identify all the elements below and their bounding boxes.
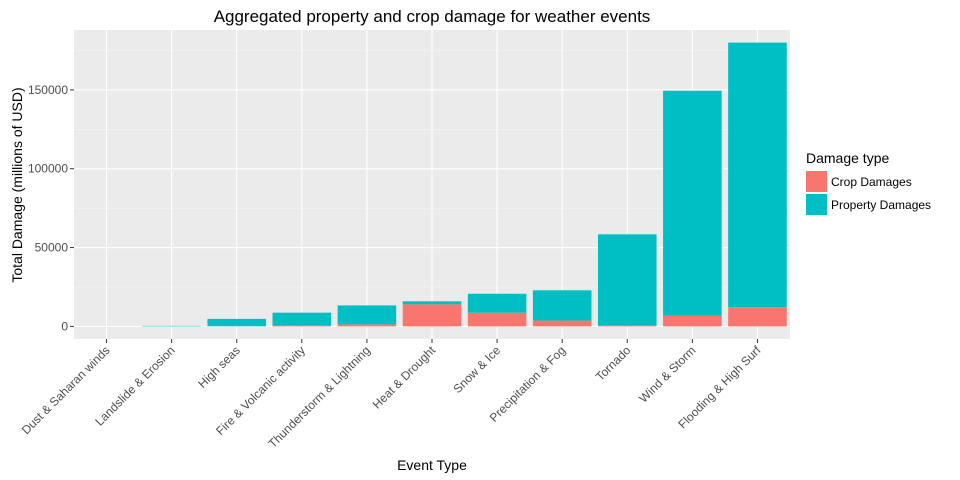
legend: Damage type Crop Damages Property Damage… <box>806 150 931 215</box>
legend-swatch-crop-damages <box>806 171 827 192</box>
x-tick-label-high-seas: High seas <box>195 343 243 391</box>
y-tick-label: 50000 <box>35 241 69 255</box>
bar-wind-and-storm-crop-damages <box>663 315 722 327</box>
bar-precipitation-and-fog-crop-damages <box>532 320 592 327</box>
y-axis-ticks: 0 50000 100000 150000 <box>28 83 74 333</box>
bar-tornado-crop-damages <box>597 325 657 327</box>
legend-label-crop-damages: Crop Damages <box>831 175 912 189</box>
bar-precipitation-and-fog-property-damages <box>532 290 592 321</box>
y-tick-label: 100000 <box>28 162 68 176</box>
x-tick-label-heat-and-drought: Heat & Drought <box>370 343 439 412</box>
legend-swatch-property-damages <box>806 194 827 215</box>
x-axis-title: Event Type <box>397 457 467 473</box>
x-tick-label-snow-and-ice: Snow & Ice <box>450 343 503 396</box>
bar-wind-and-storm-property-damages <box>663 90 722 316</box>
bar-thunderstorm-and-lightning-property-damages <box>337 305 397 325</box>
chart-title: Aggregated property and crop damage for … <box>214 7 651 26</box>
y-tick-label: 150000 <box>28 83 68 97</box>
x-tick-label-wind-and-storm: Wind & Storm <box>636 343 698 405</box>
x-tick-label-tornado: Tornado <box>593 343 634 384</box>
y-axis-title: Total Damage (millions of USD) <box>9 87 25 282</box>
bars <box>77 42 787 327</box>
bar-fire-and-volcanic-activity-crop-damages <box>272 325 332 327</box>
bar-tornado-property-damages <box>597 234 657 326</box>
bar-high-seas-property-damages <box>207 318 267 327</box>
bar-heat-and-drought-property-damages <box>402 301 462 305</box>
bar-thunderstorm-and-lightning-crop-damages <box>337 324 397 327</box>
bar-snow-and-ice-crop-damages <box>467 312 527 327</box>
bar-heat-and-drought-crop-damages <box>402 304 462 327</box>
bar-snow-and-ice-property-damages <box>467 293 527 313</box>
bar-flooding-and-high-surf-property-damages <box>728 42 787 308</box>
y-tick-label: 0 <box>61 319 68 333</box>
legend-label-property-damages: Property Damages <box>831 198 931 212</box>
legend-title: Damage type <box>806 150 889 166</box>
bar-flooding-and-high-surf-crop-damages <box>728 307 787 327</box>
bar-fire-and-volcanic-activity-property-damages <box>272 312 332 326</box>
